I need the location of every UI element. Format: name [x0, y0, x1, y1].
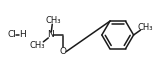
Text: H: H — [19, 30, 26, 39]
Text: CH₃: CH₃ — [30, 41, 45, 50]
Text: CH₃: CH₃ — [138, 23, 153, 32]
Text: O: O — [60, 47, 67, 56]
Text: N: N — [47, 30, 54, 39]
Text: Cl: Cl — [7, 30, 16, 39]
Text: CH₃: CH₃ — [45, 16, 61, 25]
